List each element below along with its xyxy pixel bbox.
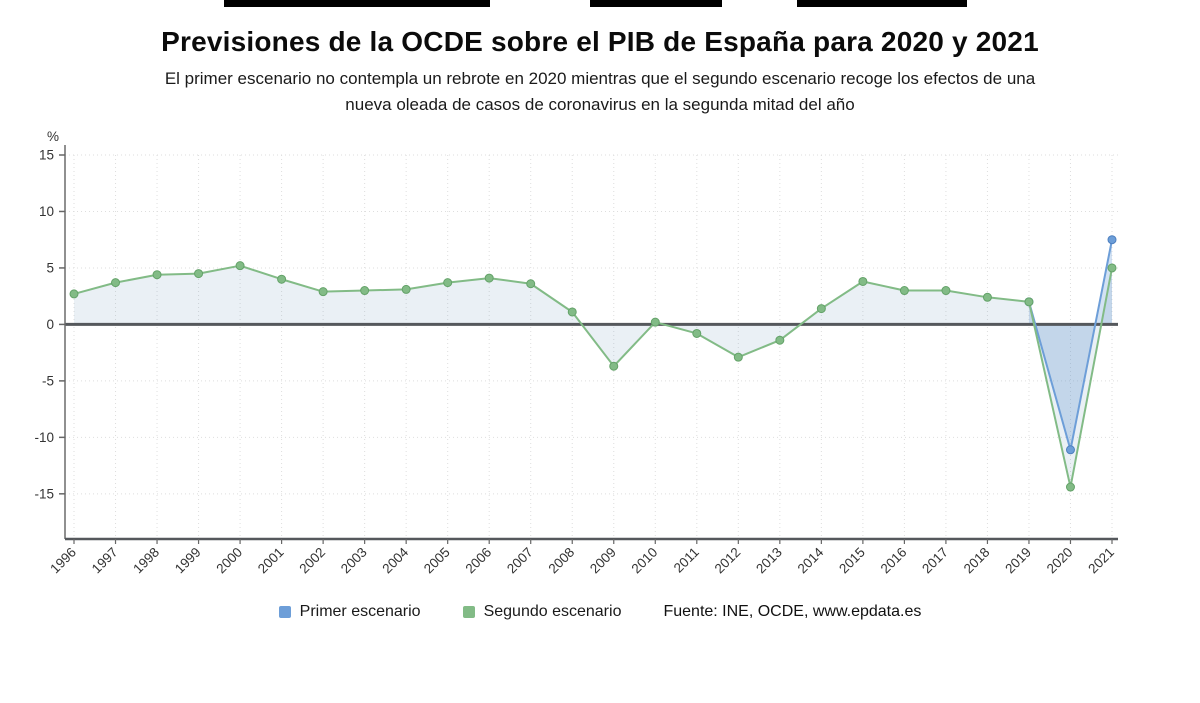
svg-text:2018: 2018 <box>961 545 993 577</box>
svg-text:2020: 2020 <box>1044 545 1076 577</box>
svg-text:2000: 2000 <box>213 545 245 577</box>
svg-text:2008: 2008 <box>546 545 578 577</box>
legend-item-primer-escenario[interactable]: Primer escenario <box>278 603 421 621</box>
svg-text:2016: 2016 <box>878 545 910 577</box>
svg-text:5: 5 <box>46 260 54 275</box>
chart-subtitle: El primer escenario no contempla un rebr… <box>164 69 1036 114</box>
gdp-line-chart: 15 10 5 0 -5 -10 -15 1996 1997 1998 1999 2000 2001 20… <box>34 129 1118 577</box>
svg-text:-5: -5 <box>42 373 54 388</box>
svg-text:0: 0 <box>46 317 54 332</box>
legend-label-primer: Primer escenario <box>299 603 421 620</box>
svg-text:1999: 1999 <box>172 545 204 577</box>
source-text: Fuente: INE, OCDE, www.epdata.es <box>663 603 922 620</box>
svg-text:1997: 1997 <box>89 545 121 577</box>
svg-text:-15: -15 <box>34 486 54 501</box>
svg-text:15: 15 <box>39 148 54 163</box>
svg-text:2017: 2017 <box>919 545 951 577</box>
page-title: Previsiones de la OCDE sobre el PIB de E… <box>161 26 1039 57</box>
svg-text:2011: 2011 <box>671 545 702 576</box>
chart-legend: Primer escenario Segundo escenario Fuent… <box>0 603 1200 621</box>
svg-text:1998: 1998 <box>130 545 162 577</box>
crop-artifact <box>224 0 490 7</box>
svg-text:2019: 2019 <box>1002 545 1034 577</box>
crop-artifact <box>797 0 967 7</box>
segundo-escenario-swatch-icon <box>462 606 475 618</box>
svg-text:%: % <box>47 129 59 144</box>
legend-label-segundo: Segundo escenario <box>483 603 622 620</box>
svg-text:2014: 2014 <box>795 544 827 576</box>
crop-artifact <box>590 0 722 7</box>
svg-text:2004: 2004 <box>379 544 411 576</box>
svg-text:2021: 2021 <box>1085 545 1117 577</box>
legend-item-segundo-escenario[interactable]: Segundo escenario <box>462 603 622 621</box>
svg-text:10: 10 <box>39 204 54 219</box>
svg-text:2001: 2001 <box>255 545 287 577</box>
svg-text:2006: 2006 <box>462 545 494 577</box>
svg-text:2015: 2015 <box>836 545 868 577</box>
svg-text:2010: 2010 <box>629 545 661 577</box>
svg-text:2005: 2005 <box>421 545 453 577</box>
svg-text:-10: -10 <box>34 430 54 445</box>
svg-text:2007: 2007 <box>504 545 536 577</box>
svg-text:2009: 2009 <box>587 545 619 577</box>
primer-escenario-swatch-icon <box>278 606 291 618</box>
svg-text:2002: 2002 <box>296 545 328 577</box>
svg-text:1996: 1996 <box>47 545 79 577</box>
svg-text:2003: 2003 <box>338 545 370 577</box>
svg-text:2012: 2012 <box>712 545 744 577</box>
svg-text:2013: 2013 <box>753 545 785 577</box>
